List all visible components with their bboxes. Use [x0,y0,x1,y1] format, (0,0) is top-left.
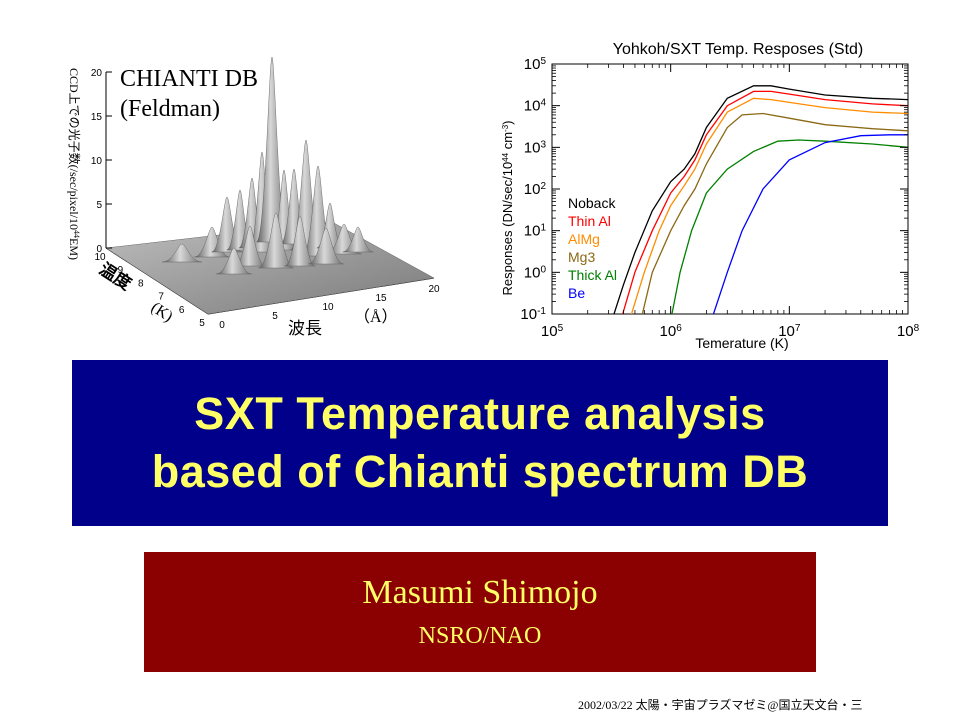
response-chart: Yohkoh/SXT Temp. Resposes (Std) 105 106 10… [490,28,930,356]
y-tick-label: 103 [524,139,547,157]
wave-axis-label: 波長 [288,319,322,339]
y-tick-label: 104 [524,97,547,115]
surface-peak [234,225,266,267]
x-tick-label: 106 [660,323,683,341]
temp-tick-label: 5 [199,318,205,329]
y-tick-label: 101 [524,222,547,240]
series-line-almg [630,97,908,314]
temp-tick-label: 8 [138,278,144,289]
z-tick-label: 15 [91,112,103,123]
title-banner: SXT Temperature analysis based of Chiant… [72,360,888,526]
x-axis-label: Temerature (K) [695,335,788,351]
title-line-1: SXT Temperature analysis [194,388,766,439]
wave-ticks: 0 5 10 15 20 [219,284,440,331]
temp-tick-label: 10 [94,252,106,263]
wave-tick-label: 0 [219,320,225,331]
surface-peaks [162,56,374,275]
wave-tick-label: 5 [272,311,278,322]
z-tick-label: 0 [96,244,102,255]
series-lines [613,85,908,314]
legend-entry: Noback [568,195,616,211]
response-chart-svg: Yohkoh/SXT Temp. Resposes (Std) 105 106 10… [500,41,920,351]
surface-peak [162,243,202,263]
series-line-noback [613,85,908,314]
legend-entry: Mg3 [568,249,595,265]
series-line-mg3 [641,112,908,314]
temp-ticks: 5 6 7 8 9 10 [94,252,205,329]
author-name: Masumi Shimojo [362,574,598,611]
y-tick-label: 10-1 [520,306,546,324]
legend-entry: AlMg [568,231,600,247]
z-tick-label: 20 [91,68,103,79]
y-axis-label: Responses (DN/sec/1044 cm-3) [500,121,515,296]
surface-peak [216,247,252,275]
wave-tick-label: 15 [375,293,387,304]
x-tick-label: 105 [541,323,564,341]
legend-entry: Thick Al [568,267,617,283]
footer-text: 2002/03/22 太陽・宇宙プラズマゼミ@国立天文台・三 [578,698,863,712]
series-line-thick-al [671,139,908,314]
legend-entry: Be [568,285,585,301]
figure-label-line2: (Feldman) [120,96,220,122]
surface-peak [284,215,316,267]
wave-tick-label: 20 [428,284,440,295]
series-line-be [712,134,908,314]
y-tick-label: 105 [524,56,547,74]
wave-axis-unit: （Å） [354,308,398,326]
surface-peak [342,226,374,253]
z-tick-label: 10 [91,156,103,167]
title-line-2: based of Chianti spectrum DB [151,446,809,497]
chart-title: Yohkoh/SXT Temp. Resposes (Std) [613,41,864,58]
y-tick-label: 102 [524,181,547,199]
x-ticks: 105 106 107 108 [541,64,920,340]
y-ticks: 10-1 100 101 102 103 104 105 [520,56,908,324]
x-tick-label: 107 [778,323,801,341]
z-axis-label: CCD上での光子数(/sec/pixel/1044EM) [67,68,82,260]
temp-tick-label: 6 [179,305,185,316]
spectrum-surface-svg: 0 5 10 15 20 5 6 7 8 9 10 0 5 10 15 20 CCD上での光子数(/sec… [67,56,440,339]
temp-axis-unit: (K) [148,299,176,325]
temp-tick-label: 9 [118,265,124,276]
legend: Noback Thin Al AlMg Mg3 Thick Al Be [568,195,617,301]
y-tick-label: 100 [524,264,547,282]
surface-peak [258,212,294,269]
z-ticks: 0 5 10 15 20 [91,68,112,255]
wave-tick-label: 10 [322,302,334,313]
surface-peak [308,227,344,265]
z-tick-label: 5 [96,200,102,211]
figure-label-line1: CHIANTI DB [120,66,258,92]
author-banner: Masumi Shimojo NSRO/NAO [144,552,816,672]
spectrum-surface-figure: 0 5 10 15 20 5 6 7 8 9 10 0 5 10 15 20 CCD上での光子数(/sec… [62,52,446,352]
series-line-thin-al [622,90,908,314]
author-affiliation: NSRO/NAO [418,623,542,649]
x-tick-label: 108 [897,323,920,341]
temp-tick-label: 7 [158,292,164,303]
legend-entry: Thin Al [568,213,611,229]
